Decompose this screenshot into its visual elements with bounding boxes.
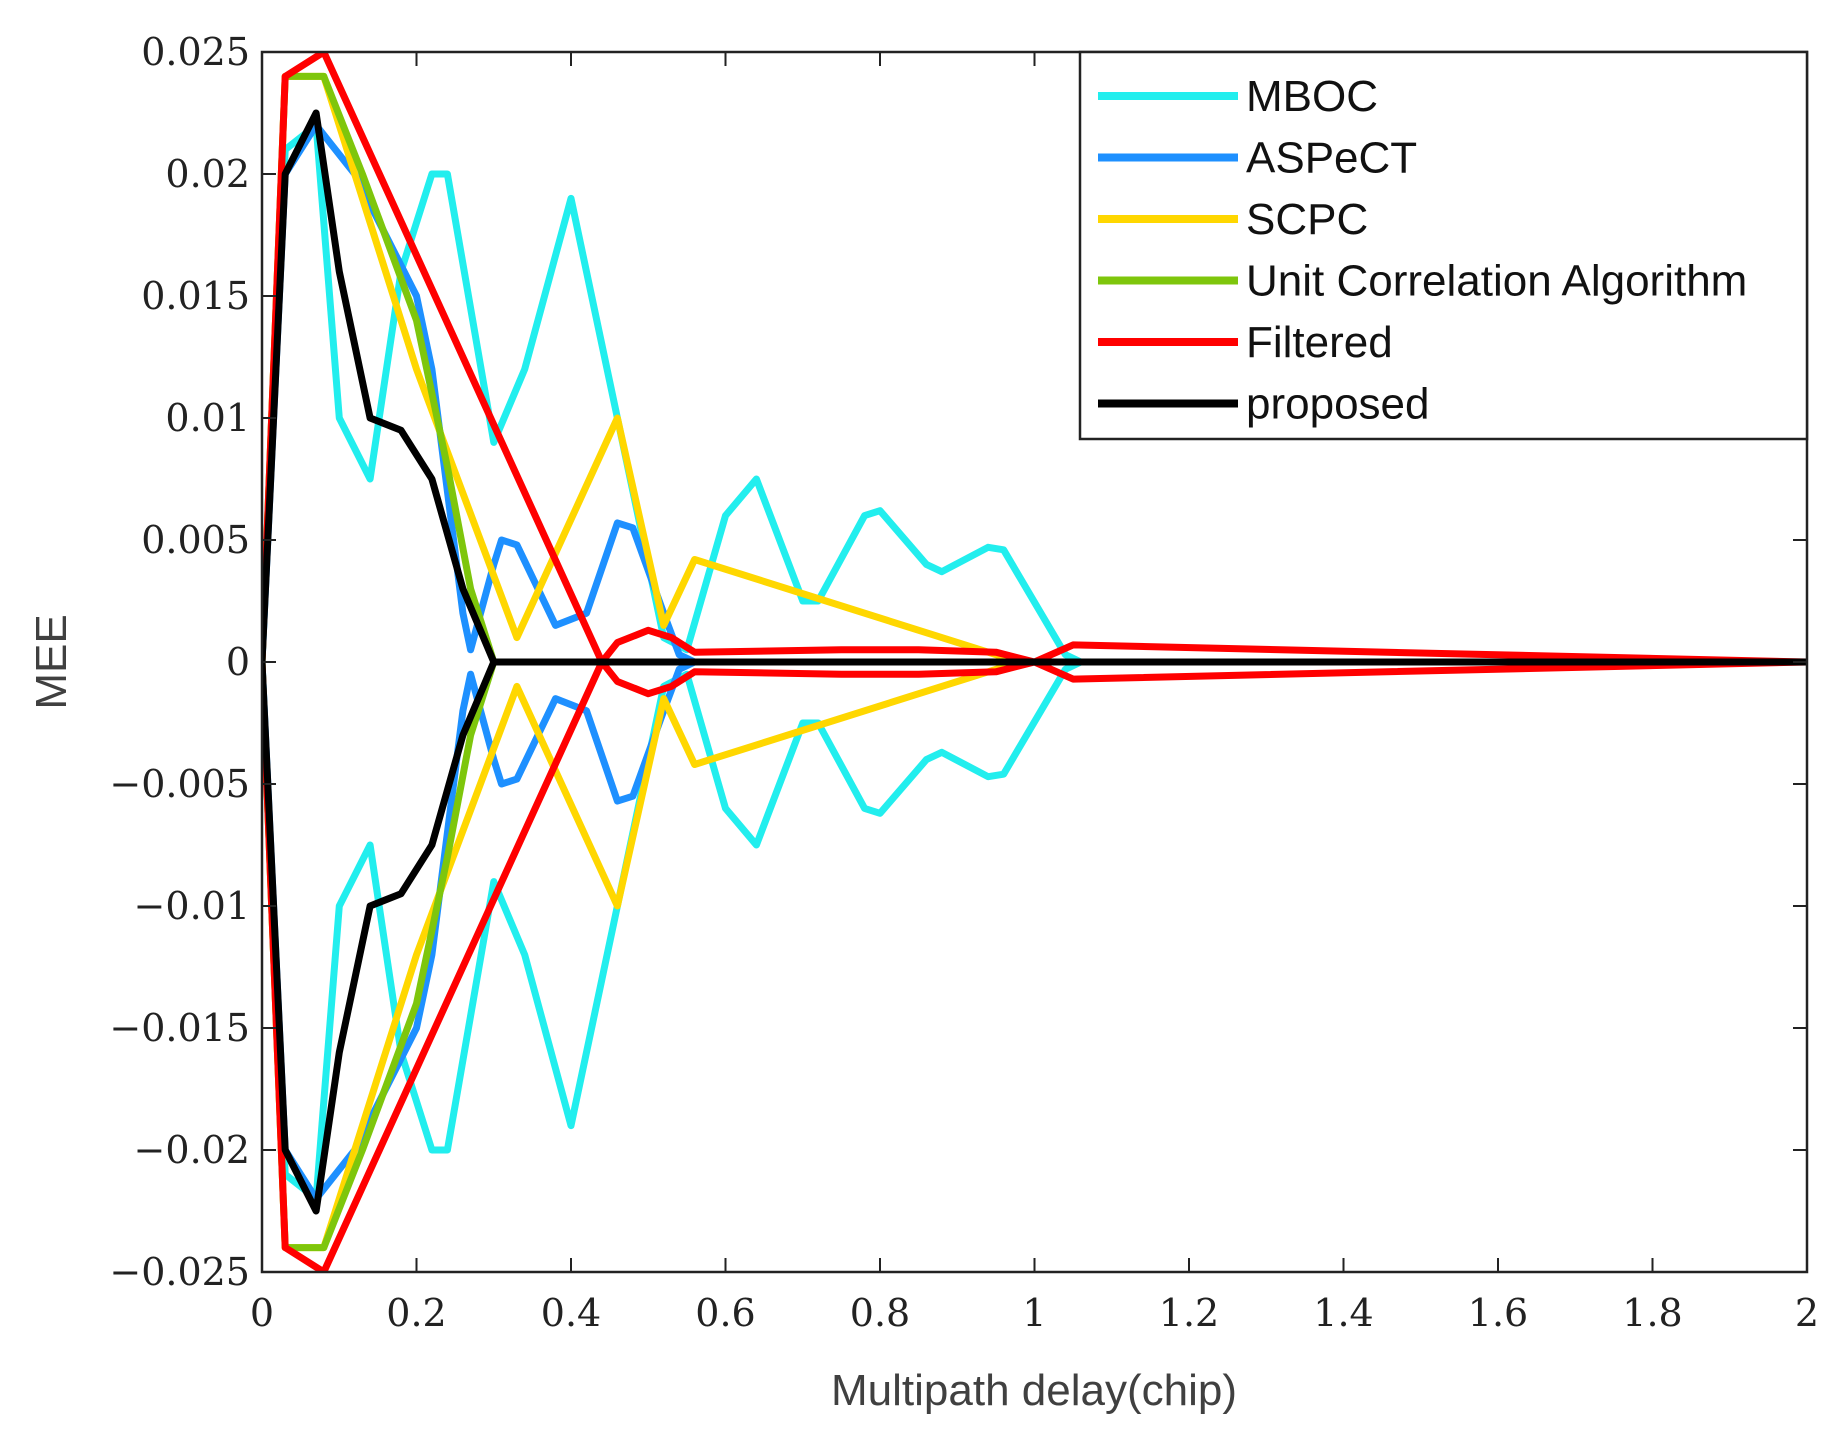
x-tick-label: 0.4	[541, 1291, 601, 1335]
y-tick-label: −0.02	[134, 1128, 250, 1172]
legend: MBOC ASPeCT SCPC Unit Correlation Algorithm…	[1078, 50, 1809, 441]
legend-box	[1078, 50, 1809, 441]
y-tick-label: 0.015	[141, 274, 250, 318]
x-tick-label: 0.8	[850, 1291, 910, 1335]
y-tick-label: 0.005	[141, 518, 250, 562]
y-tick-label: −0.01	[134, 884, 250, 928]
legend-label-scpc: SCPC	[1246, 195, 1368, 244]
x-tick-label: 1.8	[1622, 1291, 1682, 1335]
x-tick-label: 0.6	[695, 1291, 755, 1335]
x-tick-label: 0	[250, 1291, 274, 1335]
legend-label-unit-correlation-algorithm: Unit Correlation Algorithm	[1246, 257, 1747, 306]
x-axis-label: Multipath delay(chip)	[831, 1366, 1237, 1415]
legend-label-mboc: MBOC	[1246, 72, 1378, 121]
legend-label-aspect: ASPeCT	[1246, 134, 1417, 183]
y-tick-label: −0.025	[109, 1250, 250, 1294]
legend-label-filtered: Filtered	[1246, 318, 1393, 367]
legend-label-proposed: proposed	[1246, 380, 1429, 429]
series-proposed-upper	[262, 109, 1807, 666]
series-proposed-lower	[262, 658, 1807, 1215]
x-tick-label: 1.4	[1313, 1291, 1373, 1335]
y-tick-label: 0.01	[165, 396, 250, 440]
y-tick-label: 0.02	[165, 152, 250, 196]
y-tick-label: −0.015	[109, 1006, 250, 1050]
y-tick-label: 0	[226, 640, 250, 684]
x-tick-label: 0.2	[386, 1291, 446, 1335]
y-tick-label: 0.025	[141, 30, 250, 74]
x-tick-label: 1	[1022, 1291, 1046, 1335]
x-tick-label: 1.2	[1159, 1291, 1219, 1335]
y-tick-label: −0.005	[109, 762, 250, 806]
y-axis-label: MEE	[27, 614, 76, 709]
x-tick-label: 1.6	[1468, 1291, 1528, 1335]
x-tick-label: 2	[1795, 1291, 1819, 1335]
